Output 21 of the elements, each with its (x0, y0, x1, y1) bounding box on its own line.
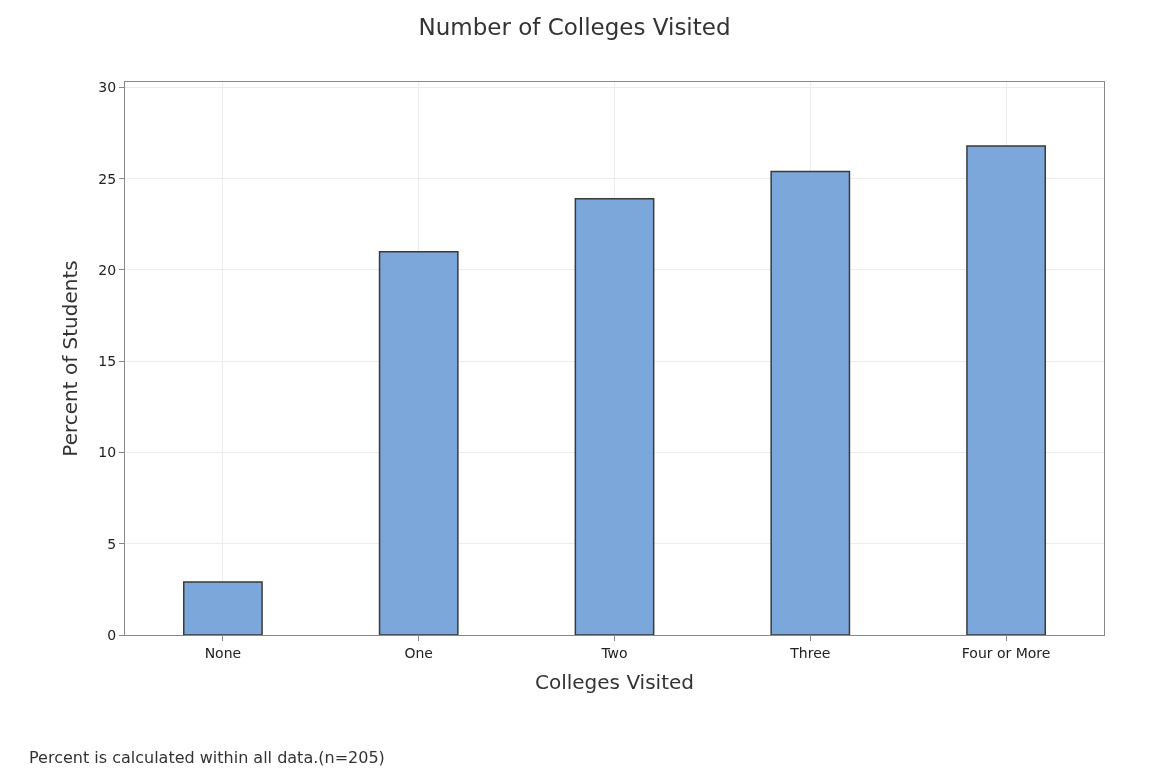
y-axis-title: Percent of Students (57, 260, 82, 457)
bar (574, 198, 655, 635)
y-tick-label: 15 (98, 353, 117, 370)
bar (378, 250, 459, 635)
bar (770, 170, 851, 635)
x-tick-label: Four or More (961, 644, 1051, 661)
x-tick-label: Two (600, 644, 628, 661)
bar (966, 145, 1047, 635)
bar (182, 581, 263, 635)
y-tick-label: 10 (98, 444, 117, 461)
y-tick-label: 20 (98, 261, 117, 278)
y-tick-label: 25 (98, 170, 117, 187)
x-axis-title: Colleges Visited (534, 670, 695, 695)
x-tick-label: None (204, 644, 242, 661)
x-tick-label: One (404, 644, 433, 661)
y-tick-label: 0 (107, 626, 117, 643)
chart-title: Number of Colleges Visited (418, 14, 731, 41)
y-tick-label: 5 (107, 535, 117, 552)
x-tick-label: Three (789, 644, 831, 661)
y-tick-label: 30 (98, 79, 117, 96)
text: Percent is calculated within all data.(n=205) (29, 748, 385, 767)
